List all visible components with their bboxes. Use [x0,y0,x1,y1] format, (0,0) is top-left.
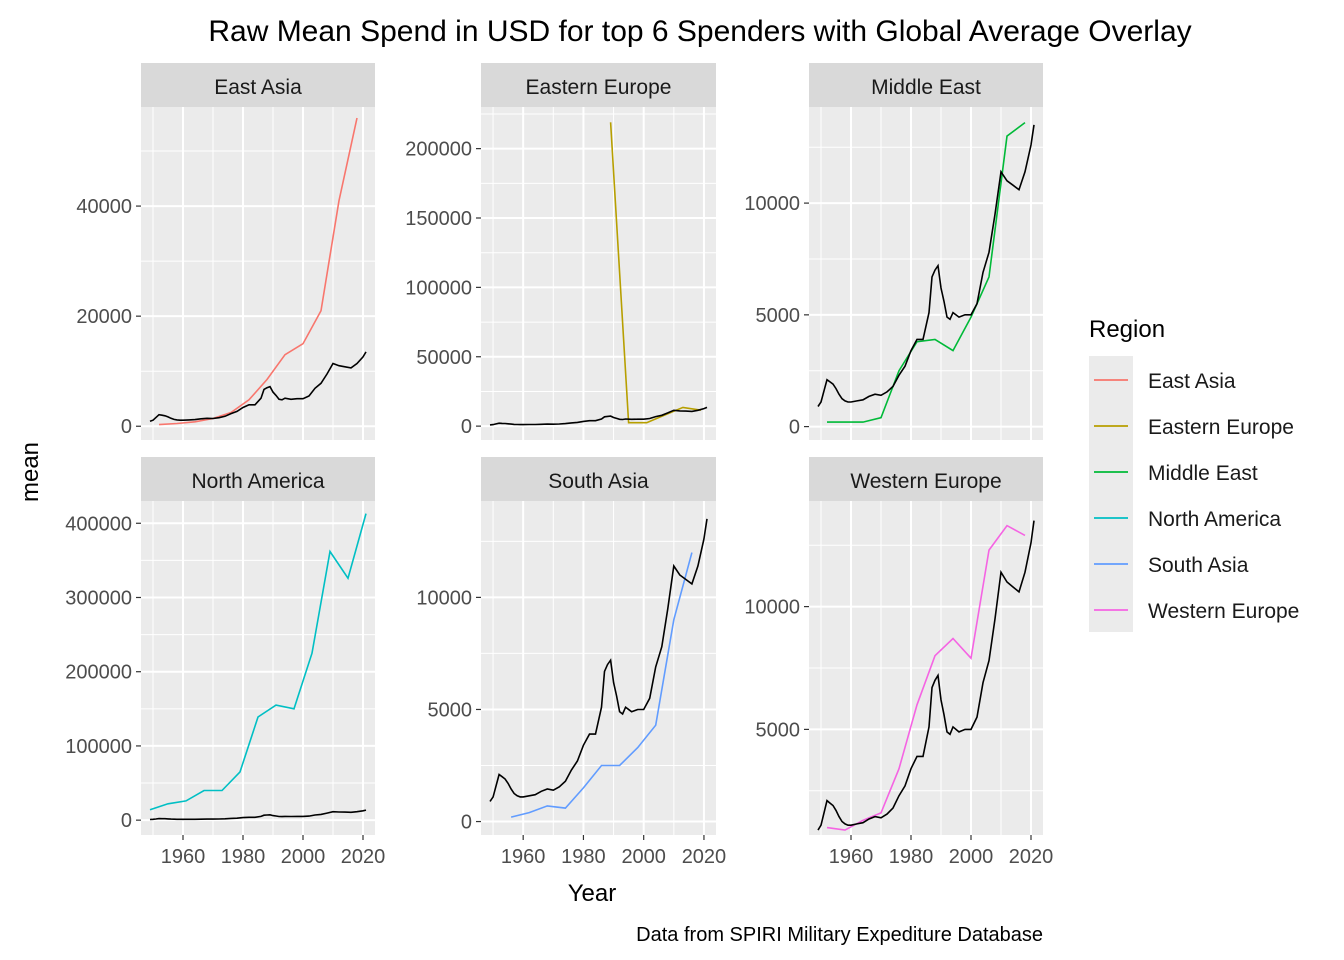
legend-label-middle-east: Middle East [1148,462,1258,485]
strip-label-eastern-europe: Eastern Europe [526,76,672,99]
panel-middle-east: Middle East 0 5000 10000 [744,63,1043,440]
x-tick-label: 1960 [501,846,546,868]
legend-label-western-europe: Western Europe [1148,600,1299,623]
chart-title: Raw Mean Spend in USD for top 6 Spenders… [208,15,1191,48]
strip-eastern-europe [481,63,716,107]
series-line-north-america [149,513,367,811]
series-line-western-europe [826,524,1026,831]
strip-label-south-asia: South Asia [548,470,649,493]
strip-east-asia [141,63,375,107]
strip-north-america [141,457,375,501]
y-tick-label: 0 [461,416,472,438]
y-tick-label: 5000 [756,719,801,741]
y-tick-label: 200000 [65,662,132,684]
strip-western-europe [809,457,1043,501]
legend-title: Region [1089,316,1165,343]
panel-background [481,107,716,440]
panel-south-asia: South Asia 0 5000 10000 1960 1980 2000 2020 [416,457,726,868]
y-tick-label: 40000 [76,196,132,218]
global-average-line [817,520,1035,831]
legend-key-background [1089,356,1133,632]
x-tick-label: 2020 [682,846,727,868]
caption: Data from SPIRI Military Expediture Data… [636,924,1043,946]
y-tick-label: 20000 [76,306,132,328]
y-tick-label: 0 [121,810,132,832]
y-tick-label: 0 [121,416,132,438]
global-average-line [149,351,367,423]
y-tick-label: 0 [789,417,800,439]
y-tick-label: 300000 [65,587,132,609]
x-tick-label: 2000 [949,846,994,868]
strip-label-western-europe: Western Europe [850,470,1001,493]
y-tick-label: 100000 [405,277,472,299]
y-tick-label: 10000 [744,597,800,619]
y-tick-label: 100000 [65,736,132,758]
panel-background [141,501,375,835]
strip-label-east-asia: East Asia [214,76,302,99]
strip-south-asia [481,457,716,501]
panel-background [481,501,716,835]
panel-background [809,107,1043,440]
panel-east-asia: East Asia 0 20000 40000 [76,63,375,440]
y-tick-label: 400000 [65,513,132,535]
y-tick-label: 0 [461,812,472,834]
legend-label-north-america: North America [1148,508,1281,531]
x-tick-label: 1980 [889,846,934,868]
panel-western-europe: Western Europe 5000 10000 1960 1980 2000 2020 [744,457,1053,868]
x-tick-label: 2000 [621,846,666,868]
y-axis-label: mean [17,442,44,502]
legend-label-eastern-europe: Eastern Europe [1148,416,1294,439]
series-line-middle-east [827,121,1026,423]
legend: Region East Asia Eastern Europe Middle Eas… [1089,316,1299,632]
legend-items: East Asia Eastern Europe Middle East North … [1094,370,1299,623]
x-axis-label: Year [568,880,617,907]
x-tick-label: 2020 [341,846,386,868]
y-tick-label: 150000 [405,208,472,230]
global-average-line [149,809,367,821]
y-tick-label: 10000 [416,587,472,609]
panel-north-america: North America 0 100000 200000 300000 400000 19… [65,457,385,868]
global-average-line [489,406,708,426]
x-tick-label: 2020 [1009,846,1054,868]
legend-label-south-asia: South Asia [1148,554,1249,577]
series-line-eastern-europe [609,122,702,424]
global-average-line [817,124,1035,407]
y-tick-label: 50000 [416,347,472,369]
y-tick-label: 5000 [428,699,473,721]
series-line-east-asia [158,117,358,426]
strip-middle-east [809,63,1043,107]
x-tick-label: 1960 [161,846,206,868]
y-tick-label: 200000 [405,139,472,161]
y-tick-label: 10000 [744,193,800,215]
x-tick-label: 2000 [281,846,326,868]
series-line-south-asia [510,552,693,818]
panel-eastern-europe: Eastern Europe 0 50000 100000 150000 200000 [405,63,716,440]
strip-label-middle-east: Middle East [871,76,981,99]
legend-label-east-asia: East Asia [1148,370,1236,393]
y-tick-label: 5000 [756,305,801,327]
x-tick-label: 1960 [829,846,874,868]
strip-label-north-america: North America [191,470,324,493]
x-tick-label: 1980 [561,846,606,868]
global-average-line [489,518,708,802]
x-tick-label: 1980 [221,846,266,868]
panel-background [141,107,375,440]
